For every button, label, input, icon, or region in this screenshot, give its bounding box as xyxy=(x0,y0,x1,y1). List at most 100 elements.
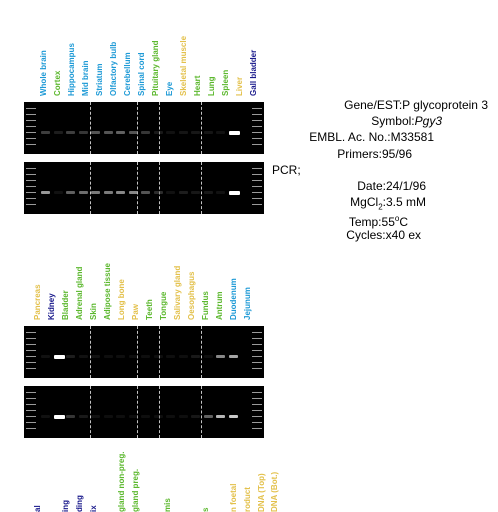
gel-band xyxy=(191,131,200,134)
gel-band xyxy=(178,355,188,358)
gel-band xyxy=(78,191,88,194)
date-label: Date: xyxy=(357,179,386,193)
gel-band xyxy=(91,355,100,358)
gel-band xyxy=(116,355,125,358)
lane-label: Adrenal gland xyxy=(75,266,84,320)
gel-band xyxy=(41,191,50,194)
gel-image xyxy=(24,326,264,378)
gel-band xyxy=(216,191,225,194)
lane-label: Duodenum xyxy=(229,278,238,320)
gel-image xyxy=(24,162,264,214)
lane-label: Gall bladder xyxy=(249,49,258,96)
cycles-value: x40 ex xyxy=(385,228,421,242)
ladder-mark xyxy=(26,356,36,357)
gel-band xyxy=(53,191,63,194)
primers-value: 95/96 xyxy=(381,147,412,161)
gel-band xyxy=(128,415,138,418)
ladder-mark xyxy=(252,416,262,417)
gel-band xyxy=(78,131,88,134)
ladder-mark xyxy=(252,174,262,175)
gel-band xyxy=(116,191,125,194)
gel-image xyxy=(24,386,264,438)
lane-separator xyxy=(159,386,160,438)
ladder-mark xyxy=(252,332,262,333)
gel-band xyxy=(178,191,188,194)
ladder-mark xyxy=(26,410,36,411)
date-value: 24/1/96 xyxy=(385,179,426,193)
ladder-mark xyxy=(26,204,36,205)
lane-label: Tongue xyxy=(159,291,168,320)
ladder-mark xyxy=(252,168,262,169)
gel-band xyxy=(53,131,63,134)
lane-label: Fundus xyxy=(201,291,210,320)
ladder-mark xyxy=(26,180,36,181)
lane-separator xyxy=(159,326,160,378)
lane-label: Hippocampus xyxy=(67,43,76,96)
gel-band xyxy=(91,191,100,194)
date-line: Date:24/1/96 xyxy=(357,179,426,193)
gel-band xyxy=(191,355,200,358)
cycles-label: Cycles: xyxy=(346,228,386,242)
lane-label: Spleen xyxy=(221,69,230,96)
lane-separator xyxy=(201,162,202,214)
ladder-mark xyxy=(252,114,262,115)
lane-label: Skin xyxy=(89,303,98,320)
gel-band xyxy=(166,131,175,134)
ladder-mark xyxy=(26,398,36,399)
lane-label: ding xyxy=(75,495,84,512)
lane-label: DNA (Top) xyxy=(257,473,266,512)
ladder-mark xyxy=(26,428,36,429)
lane-separator xyxy=(201,326,202,378)
lane-label: Pituitary gland xyxy=(151,40,160,96)
ladder-mark xyxy=(252,404,262,405)
gel-band xyxy=(191,415,200,418)
gel-band xyxy=(203,191,213,194)
gel-band xyxy=(153,131,163,134)
lane-separator xyxy=(90,326,91,378)
lane-separator xyxy=(90,102,91,154)
lane-label: DNA (Bot.) xyxy=(270,471,279,512)
lane-label: Antrum xyxy=(215,291,224,320)
ladder-mark xyxy=(252,180,262,181)
gel-band xyxy=(91,131,100,134)
gel-band xyxy=(191,191,200,194)
gel-band xyxy=(141,355,150,358)
lane-label: Cerebellum xyxy=(123,52,132,96)
gel-band xyxy=(153,415,163,418)
ladder-mark xyxy=(26,422,36,423)
gel-band xyxy=(103,355,113,358)
pcr-label: PCR; xyxy=(272,163,301,177)
lane-label: Cortex xyxy=(53,70,62,96)
ladder-mark xyxy=(252,392,262,393)
ladder-mark xyxy=(252,362,262,363)
gene-line: Gene/EST:P glycoprotein 3 xyxy=(344,98,488,112)
lane-label: Paw xyxy=(131,303,140,320)
lane-label: Liver xyxy=(235,76,244,96)
lane-separator xyxy=(90,162,91,214)
lane-separator xyxy=(201,386,202,438)
lane-label: Striatum xyxy=(95,63,104,96)
ladder-mark xyxy=(26,120,36,121)
gel-band xyxy=(203,131,213,134)
embl-label: EMBL. Ac. No.: xyxy=(309,130,391,144)
ladder-mark xyxy=(252,422,262,423)
ladder-mark xyxy=(252,368,262,369)
ladder-mark xyxy=(252,428,262,429)
lane-separator xyxy=(90,386,91,438)
gel-band xyxy=(216,355,225,358)
gel-band xyxy=(66,131,75,134)
lane-label: ix xyxy=(89,505,98,512)
ladder-mark xyxy=(252,192,262,193)
ladder-mark xyxy=(252,144,262,145)
ladder-mark xyxy=(252,132,262,133)
ladder-mark xyxy=(26,332,36,333)
lane-label: Skeletal muscle xyxy=(179,35,188,96)
gel-band xyxy=(153,191,163,194)
gel-band xyxy=(103,191,113,194)
gel-band xyxy=(228,355,238,358)
temp-value: 55 xyxy=(381,215,395,229)
ladder-mark xyxy=(252,338,262,339)
gel-band xyxy=(178,415,188,418)
gel-band xyxy=(103,131,113,134)
ladder-mark xyxy=(26,392,36,393)
